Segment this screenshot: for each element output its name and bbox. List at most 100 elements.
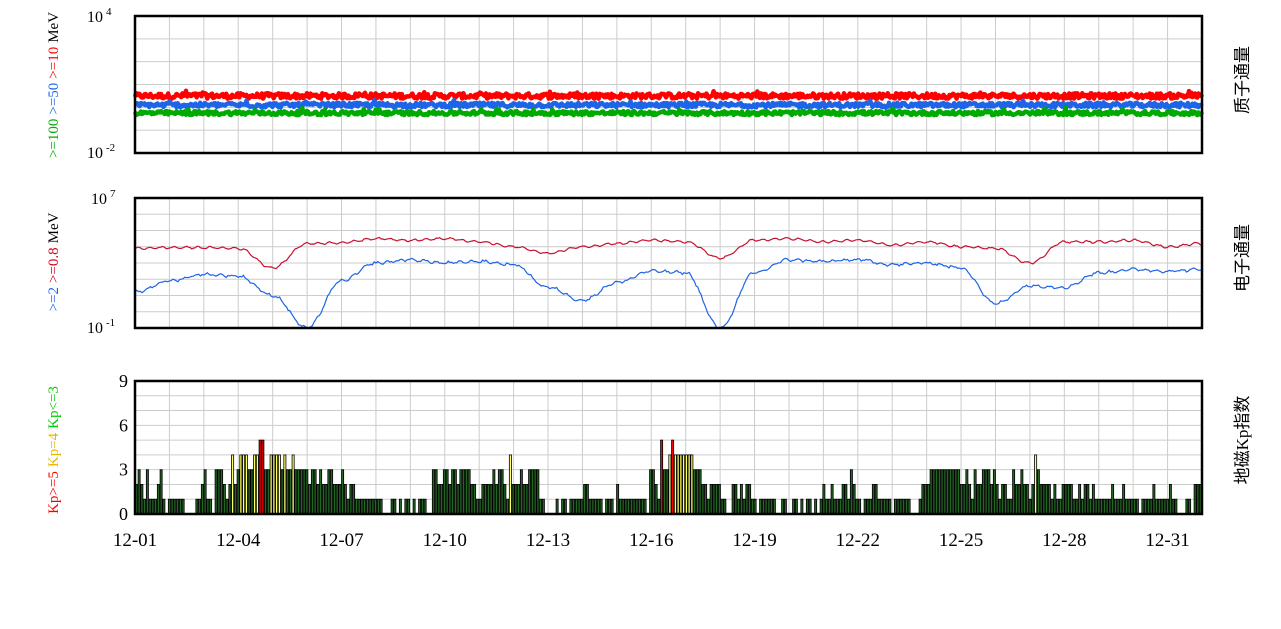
kp-bar [1166, 498, 1170, 515]
kp-bar [341, 469, 345, 515]
kp-bar [1003, 483, 1007, 515]
kp-bar [929, 469, 933, 515]
kp-bar [1050, 498, 1054, 515]
kp-bar [1012, 469, 1016, 515]
kp-bar [734, 483, 738, 515]
kp-bar [1108, 498, 1112, 515]
kp-bar [1168, 483, 1172, 515]
kp-bar [486, 483, 490, 515]
kp-bar [662, 469, 666, 515]
kp-bar [198, 498, 202, 515]
kp-bar [346, 498, 350, 515]
kp-bar [651, 469, 655, 515]
kp-bar [470, 483, 474, 515]
proton-plot-frame [133, 14, 1204, 155]
kp-bar [1122, 483, 1126, 515]
kp-bar [948, 469, 952, 515]
kp-bar [605, 498, 609, 515]
kp-bar [1171, 498, 1175, 515]
kp-bar [1119, 498, 1123, 515]
kp-bar [745, 483, 749, 515]
kp-bar [242, 454, 246, 515]
kp-bar [1014, 483, 1018, 515]
kp-bar [731, 483, 735, 515]
kp-ytick-label: 9 [119, 371, 128, 391]
kp-bar [1111, 483, 1115, 515]
kp-bar [844, 483, 848, 515]
kp-bar [277, 454, 281, 515]
kp-bar [343, 483, 347, 515]
kp-bar [418, 498, 422, 515]
kp-bar [297, 469, 301, 515]
kp-bar [569, 498, 573, 515]
kp-bar [261, 439, 265, 515]
kp-bar [352, 483, 356, 515]
ylabel-part: >=100 [46, 119, 62, 158]
kp-bar [1053, 483, 1057, 515]
kp-bar [866, 498, 870, 515]
kp-bar [431, 469, 435, 515]
kp-bar [299, 469, 303, 515]
kp-bar [871, 483, 875, 515]
kp-bar [1144, 498, 1148, 515]
kp-bar [794, 498, 798, 515]
kp-bar [888, 498, 892, 515]
kp-bar [1113, 498, 1117, 515]
kp-bar [1009, 498, 1013, 515]
kp-bar [585, 483, 589, 515]
kp-bar [1157, 498, 1161, 515]
kp-bar [992, 469, 996, 515]
electron-ytick-bottom: 10 -1 [87, 317, 115, 337]
kp-bar [717, 483, 721, 515]
kp-bar [283, 454, 287, 515]
kp-bar [420, 498, 424, 515]
kp-bar [1160, 498, 1164, 515]
electron-panel-title: 电子通量 [1233, 224, 1252, 292]
electron-ylabel: >=2 >=0.8 MeV [46, 212, 62, 311]
kp-bar [434, 469, 438, 515]
kp-bar [926, 483, 930, 515]
kp-bar [497, 469, 501, 515]
kp-bars [134, 439, 1203, 515]
kp-bar [907, 498, 911, 515]
kp-bar [1130, 498, 1134, 515]
kp-bar [151, 498, 155, 515]
kp-bar [280, 469, 284, 515]
kp-bar [137, 469, 141, 515]
kp-bar [258, 439, 262, 515]
kp-bar [990, 483, 994, 515]
kp-ytick-label: 6 [119, 415, 128, 435]
kp-bar [473, 483, 477, 515]
electron-ytick-top: 10 7 [91, 188, 116, 208]
kp-bar [706, 498, 710, 515]
kp-bar [404, 498, 408, 515]
kp-bar [1149, 498, 1153, 515]
kp-bar [1094, 498, 1098, 515]
kp-bar [500, 469, 504, 515]
kp-bar [607, 498, 611, 515]
kp-bar [965, 469, 969, 515]
kp-bar [327, 469, 331, 515]
x-tick-label: 12-07 [319, 530, 363, 551]
proton-grid [135, 16, 1202, 153]
kp-bar [437, 483, 441, 515]
kp-bar [1152, 483, 1156, 515]
proton-line-100 [132, 105, 1205, 118]
kp-bar [181, 498, 185, 515]
kp-bar [673, 454, 677, 515]
kp-bar [825, 498, 829, 515]
kp-bar [1020, 469, 1024, 515]
kp-bar [162, 498, 166, 515]
kp-bar [682, 454, 686, 515]
kp-bar [200, 483, 204, 515]
kp-bar [167, 498, 171, 515]
kp-bar [838, 498, 842, 515]
kp-bar [627, 498, 631, 515]
kp-bar [338, 483, 342, 515]
kp-bar [1047, 483, 1051, 515]
kp-bar [904, 498, 908, 515]
kp-bar [319, 469, 323, 515]
kp-bar [360, 498, 364, 515]
x-tick-label: 12-01 [113, 530, 157, 551]
kp-bar [957, 469, 961, 515]
